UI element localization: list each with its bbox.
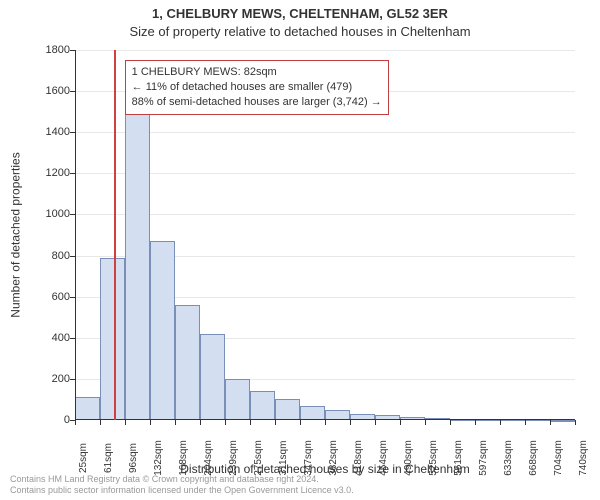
x-tick-mark xyxy=(500,420,501,425)
x-tick-mark xyxy=(200,420,201,425)
x-tick-label: 204sqm xyxy=(203,440,214,476)
x-tick-mark xyxy=(375,420,376,425)
x-tick-mark xyxy=(250,420,251,425)
x-tick-label: 597sqm xyxy=(478,440,489,476)
x-tick-label: 740sqm xyxy=(578,440,589,476)
x-tick-mark xyxy=(450,420,451,425)
x-tick-label: 347sqm xyxy=(303,440,314,476)
y-tick-mark xyxy=(70,256,75,257)
x-tick-mark xyxy=(75,420,76,425)
y-axis-label: Number of detached properties xyxy=(6,50,26,420)
y-tick-label: 1600 xyxy=(30,85,70,97)
x-tick-label: 311sqm xyxy=(278,441,289,476)
x-tick-label: 633sqm xyxy=(503,440,514,476)
x-tick-mark xyxy=(175,420,176,425)
x-tick-label: 525sqm xyxy=(428,440,439,476)
footer-attribution: Contains HM Land Registry data © Crown c… xyxy=(10,474,354,496)
y-tick-label: 0 xyxy=(30,414,70,426)
x-tick-mark xyxy=(100,420,101,425)
annotation-line: 88% of semi-detached houses are larger (… xyxy=(132,95,382,110)
page-title-line2: Size of property relative to detached ho… xyxy=(0,24,600,39)
annotation-line: 1 CHELBURY MEWS: 82sqm xyxy=(132,65,382,80)
x-tick-mark xyxy=(400,420,401,425)
x-tick-label: 454sqm xyxy=(378,440,389,476)
x-tick-label: 239sqm xyxy=(228,440,239,476)
x-tick-label: 490sqm xyxy=(403,440,414,476)
x-tick-mark xyxy=(525,420,526,425)
x-tick-label: 704sqm xyxy=(553,440,564,476)
y-tick-mark xyxy=(70,91,75,92)
y-tick-mark xyxy=(70,214,75,215)
y-tick-mark xyxy=(70,379,75,380)
annotation-line: ← 11% of detached houses are smaller (47… xyxy=(132,80,382,95)
x-tick-mark xyxy=(475,420,476,425)
x-tick-mark xyxy=(350,420,351,425)
y-tick-label: 600 xyxy=(30,291,70,303)
y-tick-mark xyxy=(70,173,75,174)
x-tick-label: 668sqm xyxy=(528,440,539,476)
y-tick-label: 200 xyxy=(30,373,70,385)
x-tick-mark xyxy=(300,420,301,425)
x-tick-label: 25sqm xyxy=(78,443,89,473)
annotation-box: 1 CHELBURY MEWS: 82sqm← 11% of detached … xyxy=(125,60,389,115)
y-tick-label: 1000 xyxy=(30,208,70,220)
x-tick-label: 382sqm xyxy=(328,440,339,476)
x-tick-label: 96sqm xyxy=(128,443,139,473)
x-tick-mark xyxy=(550,420,551,425)
y-tick-label: 1800 xyxy=(30,44,70,56)
x-tick-label: 168sqm xyxy=(178,440,189,476)
x-tick-mark xyxy=(150,420,151,425)
x-tick-mark xyxy=(425,420,426,425)
x-tick-label: 61sqm xyxy=(103,443,114,473)
y-tick-mark xyxy=(70,338,75,339)
page-title-line1: 1, CHELBURY MEWS, CHELTENHAM, GL52 3ER xyxy=(0,6,600,21)
y-tick-label: 1400 xyxy=(30,126,70,138)
x-tick-label: 418sqm xyxy=(353,440,364,476)
y-tick-label: 400 xyxy=(30,332,70,344)
y-tick-mark xyxy=(70,132,75,133)
x-tick-label: 561sqm xyxy=(453,440,464,476)
y-tick-label: 800 xyxy=(30,250,70,262)
x-tick-mark xyxy=(275,420,276,425)
x-tick-mark xyxy=(325,420,326,425)
x-tick-mark xyxy=(575,420,576,425)
reference-line-marker xyxy=(114,50,116,420)
x-tick-label: 132sqm xyxy=(153,440,164,476)
x-tick-mark xyxy=(125,420,126,425)
x-tick-mark xyxy=(225,420,226,425)
y-tick-mark xyxy=(70,297,75,298)
y-tick-mark xyxy=(70,50,75,51)
x-tick-label: 275sqm xyxy=(253,440,264,476)
y-tick-label: 1200 xyxy=(30,167,70,179)
